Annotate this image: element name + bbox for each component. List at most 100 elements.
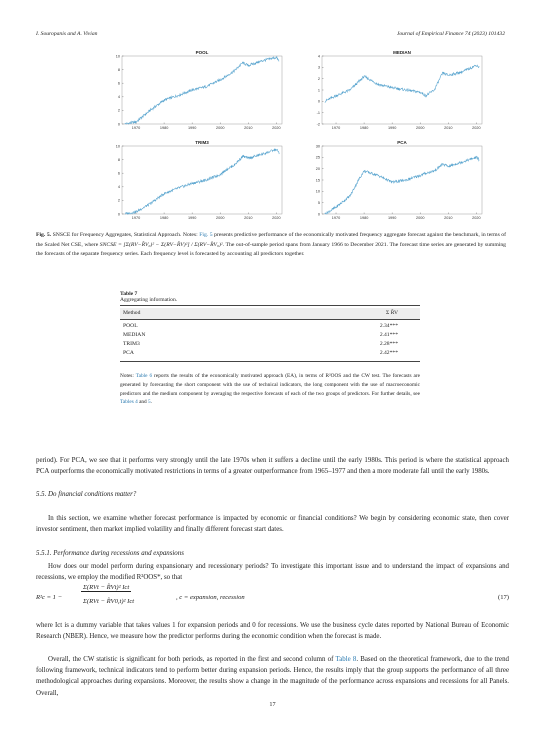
section-heading-5-5-1: 5.5.1. Performance during recessions and…: [36, 550, 184, 557]
equation-17: R²c = 1 − Σ(RVt − R̂Vt)² Ict Σ(RVt − R̂V…: [36, 584, 509, 612]
x-tick-label: 1980: [360, 126, 368, 130]
y-tick-label: 2: [318, 77, 320, 81]
x-tick-label: 1980: [160, 216, 168, 220]
col-header-value: Σ R̂V: [386, 310, 398, 316]
chart-panel-pool: POOL 1970 1980 1990 2000 2010 2020 0 2 4 6 8 10: [100, 48, 300, 134]
series-line: [124, 55, 280, 125]
y-tick-label: 0: [118, 122, 120, 126]
paragraph-cw-statistic: Overall, the CW statistic is significant…: [36, 654, 509, 699]
x-tick-label: 2010: [244, 216, 252, 220]
caption-text-c: . The out-of-sample period spans from Ja…: [36, 241, 507, 258]
table-label: Table 7: [120, 291, 138, 297]
x-tick-label: 2020: [272, 216, 280, 220]
y-tick-label: 3: [318, 66, 320, 70]
x-tick-label: 2000: [216, 216, 224, 220]
chart-panel-median: MEDIAN 1970 1980 1990 2000 2010 2020 -2 -1 0 1 2 3 4: [300, 48, 500, 134]
x-tick-label: 1980: [160, 126, 168, 130]
chart-svg-trim3: TRIM3 1970 1980 1990 2000 2010 2020 0 2 4 6 8 10: [116, 140, 283, 220]
series-line: [324, 155, 480, 215]
x-tick-label: 2010: [244, 126, 252, 130]
page-number: 17: [269, 701, 276, 708]
chart-title: MEDIAN: [393, 50, 411, 55]
cell-value: 2.34***: [379, 323, 398, 329]
y-tick-label: 4: [118, 95, 120, 99]
note-link-table5[interactable]: 5: [148, 399, 151, 406]
y-tick-label: 0: [318, 212, 320, 216]
cell-method: MEDIAN: [123, 332, 146, 338]
y-tick-label: 4: [318, 54, 320, 58]
plot-area: [121, 55, 283, 125]
y-tick-label: 0: [118, 212, 120, 216]
x-tick-label: 2020: [272, 126, 280, 130]
table-body: POOL 2.34*** MEDIAN 2.41*** TRIM3 2.28*** PCA 2…: [120, 322, 420, 358]
y-tick-label: 8: [118, 68, 120, 72]
chart-title: TRIM3: [195, 140, 209, 145]
x-tick-label: 1990: [388, 126, 396, 130]
cell-method: TRIM3: [123, 341, 140, 347]
table-row: PCA 2.42***: [120, 349, 420, 358]
table-title: Aggregating information.: [120, 297, 178, 303]
table-note: Notes: Table 6 reports the results of th…: [120, 372, 420, 407]
table-7: Table 7 Aggregating information. Method …: [120, 291, 420, 364]
x-tick-label: 1990: [188, 216, 196, 220]
y-tick-label: 2: [118, 199, 120, 203]
chart-panel-trim3: TRIM3 1970 1980 1990 2000 2010 2020 0 2 4 6 8 10: [100, 138, 300, 224]
caption-figure-link[interactable]: Fig. 5: [199, 232, 213, 238]
caption-text-b: presents predictive performance of the e…: [36, 232, 507, 248]
table-row: TRIM3 2.28***: [120, 340, 420, 349]
y-tick-label: 6: [118, 82, 120, 86]
y-tick-label: 10: [116, 144, 120, 148]
x-tick-label: 1980: [360, 216, 368, 220]
y-tick-label: 25: [316, 156, 320, 160]
x-tick-label: 1970: [132, 216, 140, 220]
y-tick-label: 8: [118, 158, 120, 162]
cell-method: POOL: [123, 323, 138, 329]
paragraph-recessions-intro: How does our model perform during expans…: [36, 563, 509, 582]
eq-condition: , c = expansion, recession: [176, 594, 245, 601]
note-text-d: .: [150, 399, 153, 406]
y-tick-label: 2: [118, 109, 120, 113]
table-row: MEDIAN 2.41***: [120, 331, 420, 340]
caption-text-a: SNSCE for Frequency Aggregates, Statisti…: [52, 232, 198, 238]
y-tick-label: 5: [318, 201, 320, 205]
plot-area: [321, 55, 483, 125]
running-header-authors: I. Souropanis and A. Vivian: [36, 31, 98, 37]
x-tick-label: 2020: [472, 126, 480, 130]
p5-text-a: Overall, the CW statistic is significant…: [48, 656, 334, 663]
x-tick-label: 2010: [444, 216, 452, 220]
link-table8[interactable]: Table 8: [335, 656, 357, 663]
note-text-b: reports the results of the economically …: [120, 373, 420, 397]
cell-method: PCA: [123, 350, 134, 356]
paragraph-dummy-variable: where Ict is a dummy variable that takes…: [36, 622, 509, 641]
x-tick-label: 2000: [216, 126, 224, 130]
x-tick-label: 1970: [332, 216, 340, 220]
cell-value: 2.41***: [379, 332, 398, 338]
note-link-table6[interactable]: Table 6: [135, 373, 153, 379]
y-tick-label: 1: [318, 88, 320, 92]
p5-text-b: . Based on the theoretical framework, du…: [36, 656, 509, 697]
y-tick-label: 0: [318, 100, 320, 104]
series-line: [324, 64, 480, 103]
note-link-tables4[interactable]: Tables 4: [120, 399, 138, 406]
chart-title: POOL: [196, 50, 209, 55]
cell-value: 2.28***: [379, 341, 398, 347]
figure-label: Fig. 5.: [36, 232, 52, 238]
paragraph-financial-conditions: In this section, we examine whether fore…: [36, 515, 509, 534]
chart-panel-pca: PCA 1970 1980 1990 2000 2010 2020 0 5 10 15 20 25 30: [300, 138, 500, 224]
paragraph-pca-discussion: period). For PCA, we see that it perform…: [36, 457, 509, 476]
plot-area: [121, 145, 283, 215]
x-tick-label: 1970: [332, 126, 340, 130]
y-tick-label: 15: [316, 178, 320, 182]
x-tick-label: 1990: [388, 216, 396, 220]
x-tick-label: 2000: [416, 216, 424, 220]
section-heading-5-5: 5.5. Do financial conditions matter?: [36, 491, 137, 498]
y-tick-label: 4: [118, 185, 120, 189]
y-tick-label: 6: [118, 172, 120, 176]
eq-denominator: Σ(RVt − R̂V0,t)² Ict: [83, 598, 135, 605]
eq-lhs: R²c = 1 −: [36, 594, 63, 601]
chart-title: PCA: [397, 140, 407, 145]
running-header-journal: Journal of Empirical Finance 74 (2023) 1…: [396, 31, 505, 37]
x-tick-label: 2020: [472, 216, 480, 220]
caption-formula: SNCSE = [Σ(RV−R̂V₀)² − Σ(RV−R̂V)²] / Σ(R…: [99, 241, 223, 248]
eq-number: (17): [498, 594, 509, 601]
